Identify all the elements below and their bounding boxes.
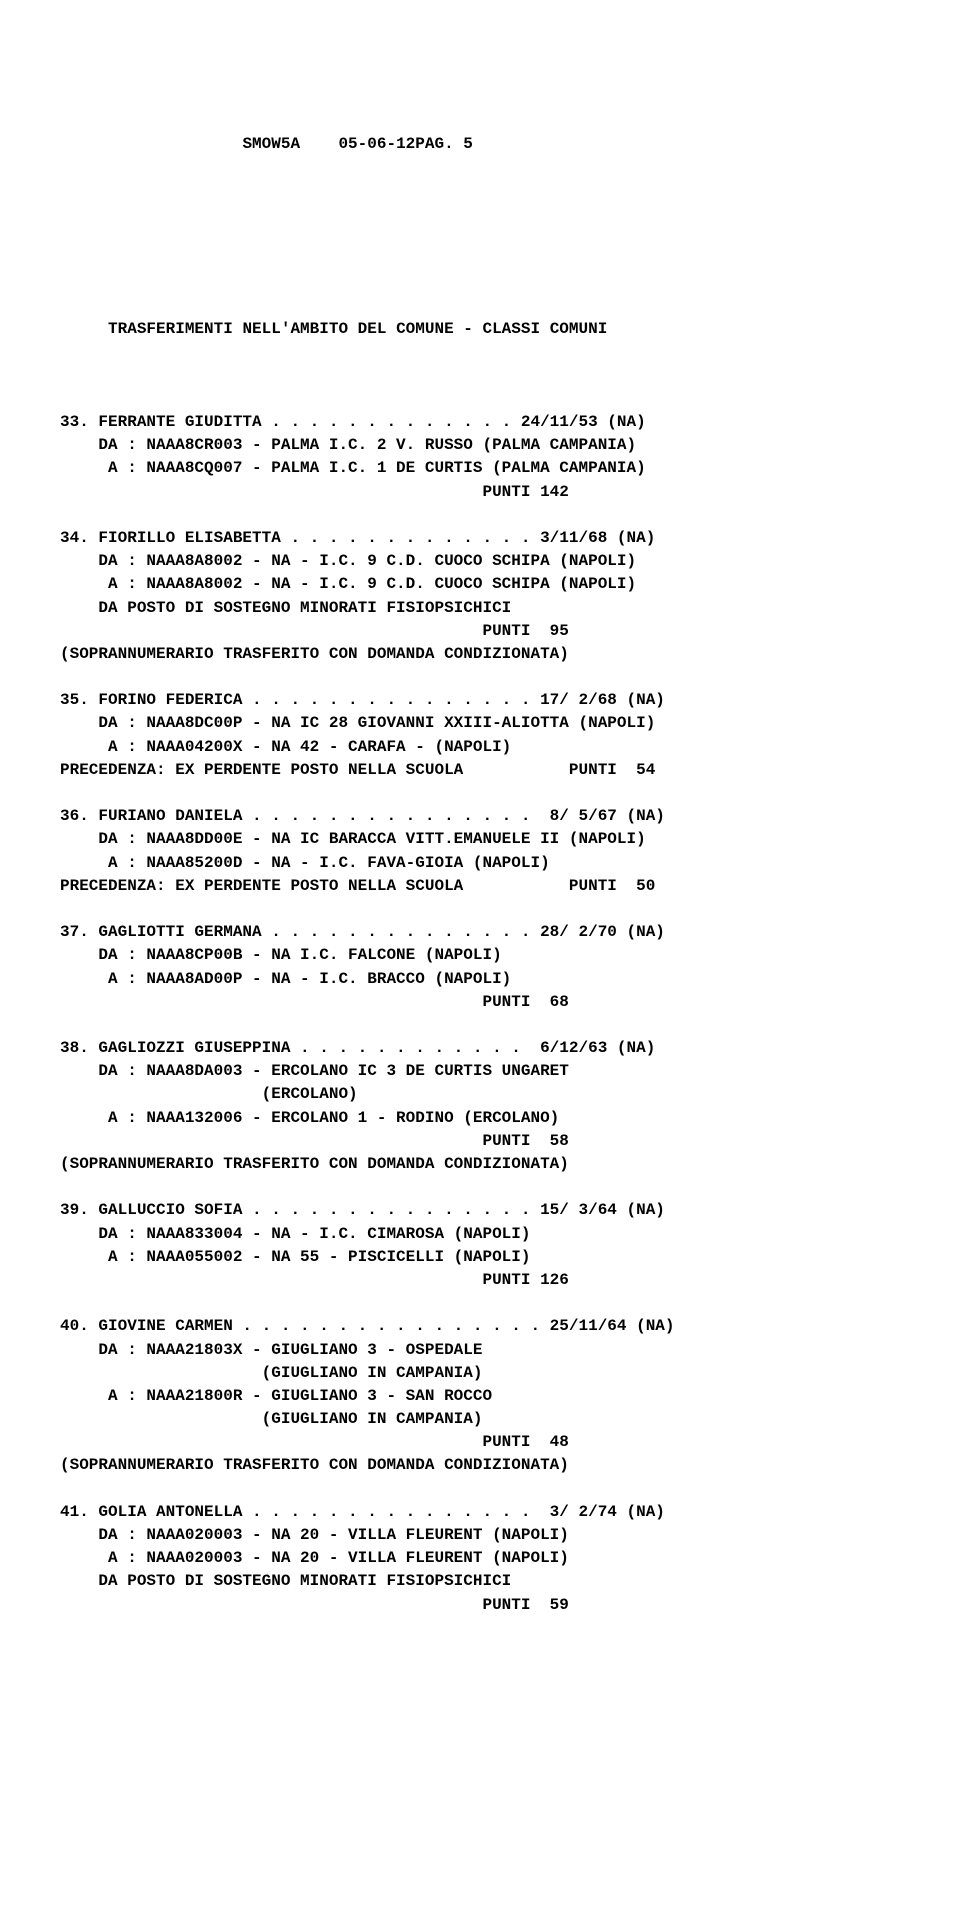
entry-a: A : NAAA04200X - NA 42 - CARAFA - (NAPOL… bbox=[60, 736, 900, 759]
entry-a: A : NAAA21800R - GIUGLIANO 3 - SAN ROCCO bbox=[60, 1385, 900, 1408]
entry-da: DA : NAAA8CP00B - NA I.C. FALCONE (NAPOL… bbox=[60, 944, 900, 967]
entry-punti: PUNTI 126 bbox=[60, 1269, 900, 1292]
blank bbox=[60, 272, 900, 295]
entry-da: DA : NAAA8DA003 - ERCOLANO IC 3 DE CURTI… bbox=[60, 1060, 900, 1083]
blank bbox=[60, 782, 900, 805]
blank bbox=[60, 1617, 900, 1640]
entry-da: DA : NAAA020003 - NA 20 - VILLA FLEURENT… bbox=[60, 1524, 900, 1547]
entry-footer: (SOPRANNUMERARIO TRASFERITO CON DOMANDA … bbox=[60, 643, 900, 666]
entry-punti: PUNTI 48 bbox=[60, 1431, 900, 1454]
entry-punti: PUNTI 68 bbox=[60, 991, 900, 1014]
entry-da: DA : NAAA8CR003 - PALMA I.C. 2 V. RUSSO … bbox=[60, 434, 900, 457]
header: SMOW5A 05-06-12PAG. 5 bbox=[60, 133, 900, 156]
entry-header: 40. GIOVINE CARMEN . . . . . . . . . . .… bbox=[60, 1315, 900, 1338]
header-right: 05-06-12PAG. 5 bbox=[338, 135, 472, 153]
entry-header: 41. GOLIA ANTONELLA . . . . . . . . . . … bbox=[60, 1501, 900, 1524]
entry-header: 39. GALLUCCIO SOFIA . . . . . . . . . . … bbox=[60, 1199, 900, 1222]
entry-a: A : NAAA132006 - ERCOLANO 1 - RODINO (ER… bbox=[60, 1107, 900, 1130]
header-left: SMOW5A bbox=[242, 135, 300, 153]
blank bbox=[60, 1292, 900, 1315]
entry-da: DA : NAAA8DD00E - NA IC BARACCA VITT.EMA… bbox=[60, 828, 900, 851]
entry-a: A : NAAA8A8002 - NA - I.C. 9 C.D. CUOCO … bbox=[60, 573, 900, 596]
entry-da: DA : NAAA833004 - NA - I.C. CIMAROSA (NA… bbox=[60, 1223, 900, 1246]
entry-precedenza: PRECEDENZA: EX PERDENTE POSTO NELLA SCUO… bbox=[60, 875, 900, 898]
entry-a: A : NAAA85200D - NA - I.C. FAVA-GIOIA (N… bbox=[60, 852, 900, 875]
entry-header: 37. GAGLIOTTI GERMANA . . . . . . . . . … bbox=[60, 921, 900, 944]
entries-container: 33. FERRANTE GIUDITTA . . . . . . . . . … bbox=[60, 411, 900, 1640]
entry-extra: DA POSTO DI SOSTEGNO MINORATI FISIOPSICH… bbox=[60, 597, 900, 620]
entry-a: A : NAAA055002 - NA 55 - PISCICELLI (NAP… bbox=[60, 1246, 900, 1269]
blank bbox=[60, 1478, 900, 1501]
entry-punti: PUNTI 58 bbox=[60, 1130, 900, 1153]
blank bbox=[60, 226, 900, 249]
entry-da: DA : NAAA8A8002 - NA - I.C. 9 C.D. CUOCO… bbox=[60, 550, 900, 573]
entry-footer: (SOPRANNUMERARIO TRASFERITO CON DOMANDA … bbox=[60, 1454, 900, 1477]
entry-footer: (SOPRANNUMERARIO TRASFERITO CON DOMANDA … bbox=[60, 1153, 900, 1176]
title: TRASFERIMENTI NELL'AMBITO DEL COMUNE - C… bbox=[60, 318, 900, 341]
entry-punti: PUNTI 142 bbox=[60, 481, 900, 504]
entry-punti: PUNTI 59 bbox=[60, 1594, 900, 1617]
blank bbox=[60, 898, 900, 921]
blank bbox=[60, 179, 900, 202]
entry-a: A : NAAA8CQ007 - PALMA I.C. 1 DE CURTIS … bbox=[60, 457, 900, 480]
entry-a-cont: (GIUGLIANO IN CAMPANIA) bbox=[60, 1408, 900, 1431]
entry-precedenza: PRECEDENZA: EX PERDENTE POSTO NELLA SCUO… bbox=[60, 759, 900, 782]
entry-extra: DA POSTO DI SOSTEGNO MINORATI FISIOPSICH… bbox=[60, 1570, 900, 1593]
entry-da-cont: (GIUGLIANO IN CAMPANIA) bbox=[60, 1362, 900, 1385]
entry-header: 34. FIORILLO ELISABETTA . . . . . . . . … bbox=[60, 527, 900, 550]
entry-da-cont: (ERCOLANO) bbox=[60, 1083, 900, 1106]
entry-a: A : NAAA8AD00P - NA - I.C. BRACCO (NAPOL… bbox=[60, 968, 900, 991]
blank bbox=[60, 666, 900, 689]
blank bbox=[60, 1176, 900, 1199]
entry-da: DA : NAAA21803X - GIUGLIANO 3 - OSPEDALE bbox=[60, 1339, 900, 1362]
blank bbox=[60, 1014, 900, 1037]
blank bbox=[60, 365, 900, 388]
blank bbox=[60, 504, 900, 527]
entry-a: A : NAAA020003 - NA 20 - VILLA FLEURENT … bbox=[60, 1547, 900, 1570]
entry-header: 38. GAGLIOZZI GIUSEPPINA . . . . . . . .… bbox=[60, 1037, 900, 1060]
entry-header: 35. FORINO FEDERICA . . . . . . . . . . … bbox=[60, 689, 900, 712]
entry-punti: PUNTI 95 bbox=[60, 620, 900, 643]
entry-da: DA : NAAA8DC00P - NA IC 28 GIOVANNI XXII… bbox=[60, 712, 900, 735]
entry-header: 33. FERRANTE GIUDITTA . . . . . . . . . … bbox=[60, 411, 900, 434]
entry-header: 36. FURIANO DANIELA . . . . . . . . . . … bbox=[60, 805, 900, 828]
